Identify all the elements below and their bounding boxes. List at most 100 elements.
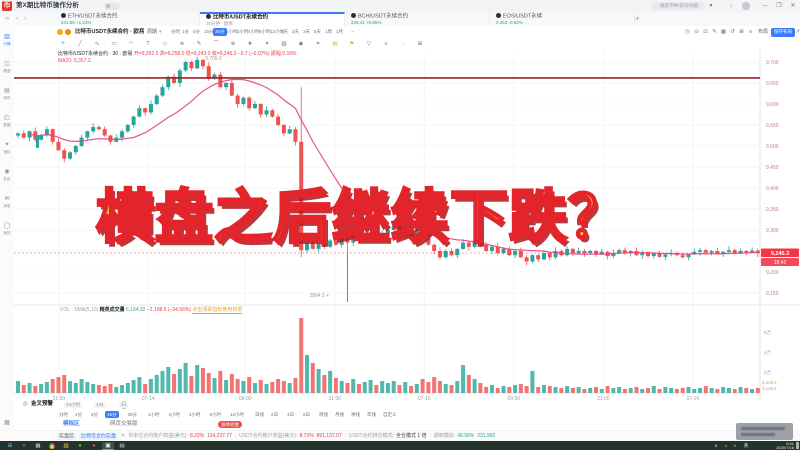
bottom-timeframe-6小时[interactable]: 6小时: [209, 411, 222, 417]
chart-area[interactable]: 2864.5 + 9,705.0 9,700 9,650 9,600 9,550 9,500…: [14, 50, 800, 402]
sidebar-item-我的[interactable]: ◯ 我的: [0, 223, 14, 235]
bottom-timeframe-周线[interactable]: 周线: [319, 411, 328, 417]
timeframe-2天[interactable]: 2天: [292, 29, 300, 34]
maximize-button[interactable]: ❐: [776, 3, 782, 9]
bottom-timeframe-1分[interactable]: 1分: [75, 411, 83, 417]
avatar[interactable]: [742, 2, 750, 10]
taskbar-start-icon[interactable]: ⊞: [7, 442, 13, 449]
draw-tool-icon-8[interactable]: ✎: [196, 41, 202, 47]
draw-tool-icon-14[interactable]: ◉: [298, 41, 304, 47]
watchlist-tab-2[interactable]: 比特币/USDT永续合约 30分钟 · 欧易: [200, 12, 345, 26]
search-caret-icon[interactable]: ▾: [709, 3, 713, 9]
draw-tool-icon-5[interactable]: T: [146, 41, 150, 47]
sidebar-item-社区[interactable]: ◉ 社区: [0, 169, 14, 181]
draw-tool-icon-6[interactable]: ◇: [162, 41, 168, 47]
search-input[interactable]: 搜索币种/资讯/功能: [651, 2, 705, 10]
bottom-timeframe-5分[interactable]: 5分: [91, 411, 99, 417]
draw-tool-icon-9[interactable]: ⌒: [213, 41, 219, 47]
tray-network-icon[interactable]: ≈: [733, 443, 737, 448]
taskbar-trading-app-icon[interactable]: ▣: [102, 441, 114, 450]
draw-tool-icon-19[interactable]: ≡: [384, 41, 388, 47]
alert-chip-2[interactable]: 44: [119, 401, 129, 408]
draw-tool-icon-2[interactable]: ∿: [94, 41, 100, 47]
bottom-timeframe-30分[interactable]: 30分: [127, 411, 138, 417]
draw-tool-icon-10[interactable]: ⊕: [230, 41, 236, 47]
indicator-trial-link[interactable]: 点击领取指标使用权限: [192, 307, 243, 314]
tab-nav-left-icon[interactable]: ‹: [16, 16, 18, 22]
draw-tool-icon-16[interactable]: ▤: [332, 41, 338, 47]
draw-tool-icon-15[interactable]: ⌗: [316, 41, 320, 47]
sidebar-item-指标[interactable]: ✦ 指标: [0, 142, 14, 154]
account-item-0[interactable]: 实盘区: [57, 432, 77, 440]
record-toggle[interactable]: [104, 2, 120, 10]
bottom-timeframe-日线[interactable]: 日线: [255, 411, 264, 417]
tab-nav-right-icon[interactable]: ›: [24, 16, 26, 22]
period-label[interactable]: 周期: [147, 29, 158, 35]
draw-tool-icon-12[interactable]: ✦: [264, 41, 270, 47]
add-tab-button[interactable]: +: [635, 14, 640, 23]
tray-status-icon[interactable]: ●: [724, 443, 728, 448]
taskbar-notes-icon[interactable]: ▤: [119, 442, 125, 449]
watchlist-tab-1[interactable]: ETH/USDT永续合约 241.85 +1.24%: [55, 12, 200, 26]
taskbar-task-view-icon[interactable]: ▦: [35, 442, 41, 449]
chart-tool-icon-0[interactable]: ◷: [685, 29, 690, 35]
bottom-timeframe-12小时[interactable]: 12小时: [230, 411, 245, 417]
timeframe-4小时[interactable]: 4小时: [248, 29, 260, 34]
bottom-timeframe-15分[interactable]: 15分: [105, 410, 119, 418]
timeframe-15分[interactable]: 15分: [204, 29, 214, 34]
bottom-timeframe-1小时[interactable]: 1小时: [148, 411, 160, 417]
timeframe-1月[interactable]: 1月: [336, 29, 344, 34]
promo-badge[interactable]: 送体验金: [218, 421, 242, 428]
period-caret-icon[interactable]: ▾: [159, 29, 162, 35]
chart-tool-icon-7[interactable]: ≡: [748, 29, 753, 35]
watchlist-tab-4[interactable]: EOS/USDT永续 2.453 -0.82%: [490, 12, 635, 26]
bottom-timeframe-4小时[interactable]: 4小时: [189, 411, 201, 417]
bottom-timeframe-季线[interactable]: 季线: [351, 411, 360, 417]
timeframe-30分[interactable]: 30分: [213, 28, 227, 36]
chart-tool-icon-4[interactable]: ▦: [720, 29, 727, 35]
show-desktop-button[interactable]: [796, 442, 799, 449]
bottom-timeframe-年线[interactable]: 年线: [367, 411, 376, 417]
draw-tool-icon-3[interactable]: ▭: [111, 41, 117, 47]
sidebar-collapse-icon[interactable]: ‹›: [0, 16, 14, 23]
timeframe-分时[interactable]: 分时: [171, 29, 180, 34]
tray-language[interactable]: 英: [743, 443, 749, 448]
save-layout-button[interactable]: 保存布局: [771, 28, 795, 37]
draw-tool-icon-11[interactable]: ★: [247, 41, 253, 47]
sidebar-bottom-panel-icon[interactable]: ▦: [0, 420, 14, 427]
draw-tool-icon-0[interactable]: ＋: [60, 41, 66, 47]
chart-tool-icon-5[interactable]: ↺: [730, 29, 735, 35]
chart-tool-icon-1[interactable]: ⊙: [694, 29, 699, 35]
bottom-timeframe-2小时[interactable]: 2小时: [168, 411, 181, 417]
alert-chip-0[interactable]: 24小时: [64, 401, 83, 408]
bottom-timeframe-分时[interactable]: 分时: [59, 411, 68, 417]
trade-tab-网页交易版[interactable]: 网页交易版: [110, 421, 138, 427]
bottom-timeframe-月线[interactable]: 月线: [335, 411, 344, 417]
chrome-icon[interactable]: [49, 443, 55, 449]
timeframe-1小时[interactable]: 1小时: [226, 29, 238, 34]
timeframe-6小时[interactable]: 6小时: [259, 29, 271, 34]
draw-tool-icon-21[interactable]: ⊞: [417, 41, 423, 47]
chart-tool-icon-3[interactable]: ✎: [712, 29, 717, 35]
layout-label[interactable]: 布局: [758, 29, 769, 35]
chart-tool-icon-6[interactable]: ⊞: [739, 29, 744, 35]
taskbar-media-icon[interactable]: ●: [92, 442, 96, 449]
timeframes-more-icon[interactable]: ⋯: [350, 29, 355, 34]
alert-chip-1[interactable]: 144: [94, 401, 106, 408]
draw-tool-icon-13[interactable]: ▧: [281, 41, 287, 47]
bottom-timeframe-5日[interactable]: 5日: [303, 411, 311, 417]
sidebar-item-行情[interactable]: ▥ 行情: [0, 34, 14, 46]
account-item-1[interactable]: 比特币合约实盘: [79, 432, 119, 440]
bottom-timeframe-3日[interactable]: 3日: [287, 411, 295, 417]
draw-tool-icon-1[interactable]: ╱: [78, 41, 82, 47]
sidebar-item-消息[interactable]: ✉ 消息: [0, 196, 14, 208]
tray-chevron-icon[interactable]: ∧: [714, 443, 718, 448]
tray-clock[interactable]: 9:41 2020/7/16: [760, 441, 794, 450]
draw-tool-icon-18[interactable]: ▽: [366, 41, 372, 47]
share-icon[interactable]: ↗: [795, 29, 800, 35]
timeframe-12小时[interactable]: 12小时: [270, 29, 285, 34]
taskbar-search-icon[interactable]: ○: [22, 442, 26, 449]
sidebar-item-资讯[interactable]: ▤ 资讯: [0, 88, 14, 100]
taskbar-wechat-icon[interactable]: ●: [78, 442, 82, 449]
timeframe-3天[interactable]: 3天: [303, 29, 311, 34]
